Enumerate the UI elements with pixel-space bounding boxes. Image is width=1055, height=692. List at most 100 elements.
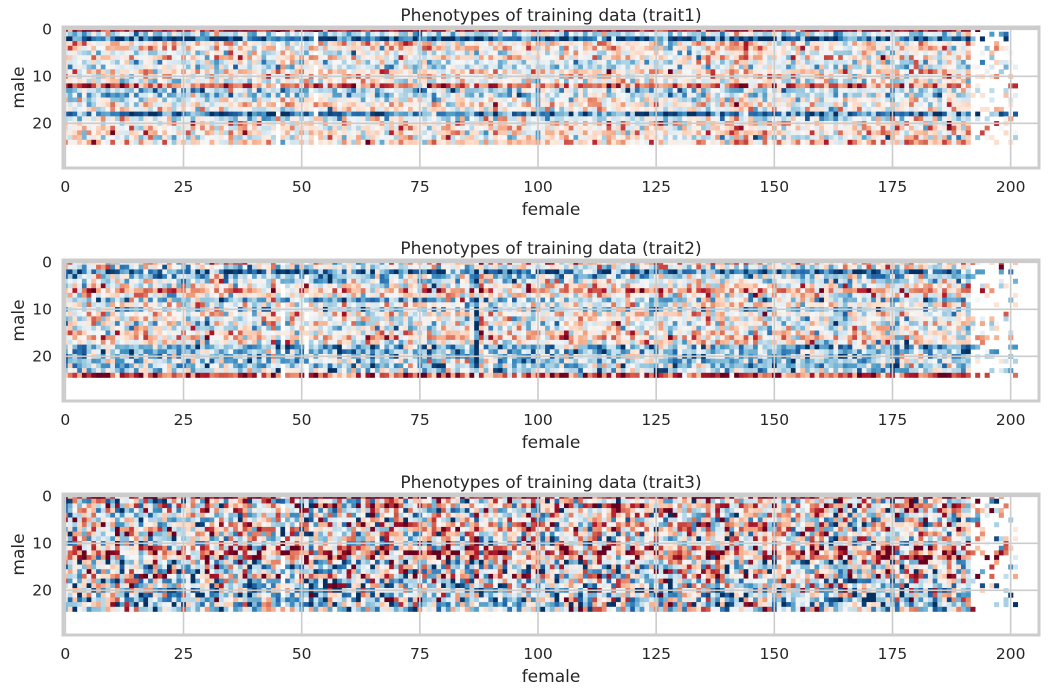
heatmap-cell <box>984 125 990 131</box>
heatmap-cell <box>162 41 168 47</box>
heatmap-cell <box>847 41 853 47</box>
heatmap-cell <box>691 111 697 117</box>
heatmap-cell <box>516 64 522 70</box>
heatmap-cell <box>275 55 281 61</box>
heatmap-cell <box>474 78 480 84</box>
heatmap-cell <box>786 92 792 98</box>
heatmap-cell <box>658 139 664 145</box>
heatmap-cell <box>176 106 182 112</box>
heatmap-cell <box>478 88 484 94</box>
heatmap-cell <box>530 139 536 145</box>
heatmap-cell <box>450 130 456 136</box>
heatmap-cell <box>545 135 551 141</box>
heatmap-cell <box>729 102 735 108</box>
heatmap-cell <box>658 106 664 112</box>
heatmap-cell <box>200 78 206 84</box>
heatmap-cell <box>426 55 432 61</box>
heatmap-cell <box>644 41 650 47</box>
heatmap-cell <box>412 36 418 42</box>
heatmap-cell <box>909 125 915 131</box>
heatmap-cell <box>615 69 622 75</box>
heatmap-cell <box>77 372 83 378</box>
heatmap-cell <box>100 130 106 136</box>
heatmap-cell <box>573 88 579 94</box>
heatmap-cell <box>597 64 603 70</box>
heatmap-cell <box>285 36 291 42</box>
heatmap-cell <box>540 92 546 98</box>
heatmap-cell <box>337 45 343 51</box>
heatmap-cell <box>455 64 461 70</box>
heatmap-cell <box>606 64 612 70</box>
heatmap-cell <box>252 50 258 56</box>
heatmap-cell <box>526 83 532 89</box>
heatmap-cell <box>899 50 905 56</box>
heatmap-cell <box>77 325 83 331</box>
heatmap-cell <box>597 92 603 98</box>
heatmap-cell <box>951 116 957 122</box>
heatmap-cell <box>559 55 565 61</box>
heatmap-cell <box>753 116 759 122</box>
heatmap-cell <box>932 139 938 145</box>
heatmap-cell <box>403 69 409 75</box>
heatmap-cell <box>72 349 78 355</box>
heatmap-cell <box>620 78 626 84</box>
heatmap-cell <box>450 92 456 98</box>
heatmap-cell <box>582 106 588 112</box>
heatmap-cell <box>256 50 262 56</box>
heatmap-cell <box>214 106 220 112</box>
heatmap-cell <box>946 31 952 37</box>
heatmap-cell <box>356 130 362 136</box>
heatmap-cell <box>455 88 461 94</box>
heatmap-cell <box>800 88 806 94</box>
heatmap-cell <box>374 36 380 42</box>
heatmap-cell <box>866 41 872 47</box>
heatmap-cell <box>483 106 489 112</box>
heatmap-cell <box>757 41 763 47</box>
heatmap-cell <box>474 64 480 70</box>
heatmap-cell <box>620 64 626 70</box>
heatmap-cell <box>247 64 253 70</box>
heatmap-cell <box>384 125 390 131</box>
heatmap-cell <box>507 45 513 51</box>
heatmap-cell <box>823 64 829 70</box>
heatmap-cell <box>450 102 456 108</box>
heatmap-cell <box>729 135 735 141</box>
heatmap-cell <box>814 88 820 94</box>
heatmap-cell <box>261 88 267 94</box>
heatmap-cell <box>218 64 224 70</box>
heatmap-cell <box>204 78 210 84</box>
heatmap-cell <box>923 116 929 122</box>
heatmap-cell <box>719 92 725 98</box>
heatmap-cell <box>875 106 881 112</box>
heatmap-cell <box>218 78 224 84</box>
heatmap-cell <box>237 102 243 108</box>
heatmap-cell <box>686 59 692 65</box>
heatmap-cell <box>379 125 385 131</box>
heatmap-cell <box>166 31 173 37</box>
heatmap-cell <box>190 41 196 47</box>
heatmap-cell <box>233 31 239 37</box>
heatmap-cell <box>927 135 933 141</box>
heatmap-cell <box>412 59 418 65</box>
heatmap-cell <box>322 135 328 141</box>
heatmap-cell <box>77 83 83 89</box>
heatmap-cell <box>370 69 376 75</box>
heatmap-cell <box>838 130 844 136</box>
heatmap-cell <box>686 36 692 42</box>
heatmap-cell <box>615 50 622 56</box>
heatmap-cell <box>393 88 399 94</box>
heatmap-cell <box>318 83 324 89</box>
heatmap-cell <box>450 106 456 112</box>
heatmap-cell <box>753 97 759 103</box>
heatmap-cell <box>805 69 811 75</box>
heatmap-cell <box>961 106 967 112</box>
heatmap-cell <box>445 59 451 65</box>
heatmap-cell <box>866 78 872 84</box>
heatmap-cell <box>568 111 574 117</box>
heatmap-cell <box>625 50 631 56</box>
heatmap-cell <box>701 116 707 122</box>
heatmap-cell <box>493 64 499 70</box>
heatmap-cell <box>578 116 584 122</box>
heatmap-cell <box>322 97 328 103</box>
heatmap-cell <box>493 130 499 136</box>
